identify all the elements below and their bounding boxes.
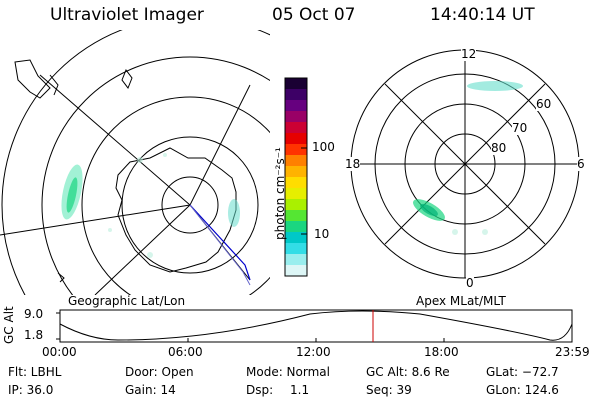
gc-alt-info: GC Alt: 8.6 Re: [366, 365, 450, 379]
mlt-label-0: 0: [466, 276, 474, 290]
coastline: [14, 59, 51, 99]
coastline: [49, 74, 59, 96]
colorbar-cell: [285, 177, 307, 189]
mlat-label-60: 60: [536, 97, 552, 111]
colorbar-cell: [285, 188, 307, 200]
geographic-map: [0, 30, 270, 295]
colorbar-cell: [285, 89, 307, 101]
right-panel-label: Apex MLat/MLT: [416, 294, 506, 308]
lat-circle: [81, 96, 270, 295]
date-label: 05 Oct 07: [272, 5, 356, 25]
glat-info: GLat: −72.7: [486, 365, 559, 379]
meridian-line: [94, 204, 191, 295]
colorbar: [284, 77, 308, 277]
lat-circle: [1, 30, 270, 295]
colorbar-cell: [285, 265, 307, 277]
timeline-xtick-0600: 06:00: [168, 345, 203, 359]
coastline: [121, 68, 133, 90]
timeline-ytick-low: 1.8: [24, 328, 44, 342]
mlt-label-18: 18: [345, 157, 361, 171]
colorbar-unit-label: photon cm⁻²s⁻¹: [273, 147, 287, 240]
colorbar-cell: [285, 232, 307, 244]
timeline-ytick-high: 9.0: [24, 307, 44, 321]
door-info: Door: Open: [125, 365, 194, 379]
colorbar-cell: [285, 243, 307, 255]
coastline: [115, 147, 237, 273]
colorbar-cell: [285, 166, 307, 178]
colorbar-cell: [285, 144, 307, 156]
colorbar-cell: [285, 155, 307, 167]
seq-info: Seq: 39: [366, 383, 412, 397]
aurora-emission: [228, 199, 240, 227]
lat-circle: [41, 56, 270, 295]
lat-circle: [121, 136, 259, 274]
timeline-xtick-1200: 12:00: [296, 345, 331, 359]
mlt-label-6: 6: [577, 157, 585, 171]
mode-info: Mode: Normal: [246, 365, 330, 379]
timeline-axis-label: GC Alt: [2, 306, 16, 344]
colorbar-cell: [285, 199, 307, 211]
meridian-line: [0, 204, 191, 236]
dsp-info-value: 1.1: [290, 383, 310, 397]
colorbar-cell: [285, 100, 307, 112]
meridian-line: [39, 74, 191, 206]
gain-info: Gain: 14: [125, 383, 176, 397]
terminator-line: [189, 204, 251, 281]
colorbar-cell: [285, 221, 307, 233]
glon-info: GLon: 124.6: [486, 383, 559, 397]
colorbar-cell: [285, 210, 307, 222]
ip-info: IP: 36.0: [8, 383, 54, 397]
lat-circle: [161, 176, 219, 234]
mlat-mlt-plot: [350, 49, 580, 279]
filter-info: Flt: LBHL: [8, 365, 62, 379]
colorbar-cell: [285, 133, 307, 145]
colorbar-tick-100: 100: [312, 140, 335, 154]
timeline-xtick-1800: 18:00: [424, 345, 459, 359]
dsp-info-label: Dsp:: [246, 383, 274, 397]
colorbar-cell: [285, 122, 307, 134]
left-panel-label: Geographic Lat/Lon: [68, 294, 186, 308]
mlat-label-80: 80: [491, 141, 507, 155]
instrument-title: Ultraviolet Imager: [50, 5, 204, 25]
colorbar-cell: [285, 111, 307, 123]
meridian-line: [189, 84, 251, 206]
colorbar-tick-10: 10: [314, 227, 330, 241]
colorbar-cell: [285, 78, 307, 90]
timeline-xtick-0000: 00:00: [42, 345, 77, 359]
altitude-curve: [59, 310, 573, 341]
mlt-label-12: 12: [461, 47, 477, 61]
orbit-timeline: [56, 309, 573, 343]
mlt-line: [384, 83, 546, 245]
mlat-label-70: 70: [512, 121, 528, 135]
time-label: 14:40:14 UT: [430, 5, 535, 25]
colorbar-cell: [285, 254, 307, 266]
timeline-xtick-2359: 23:59: [555, 345, 590, 359]
aurora-emission: [467, 81, 523, 91]
